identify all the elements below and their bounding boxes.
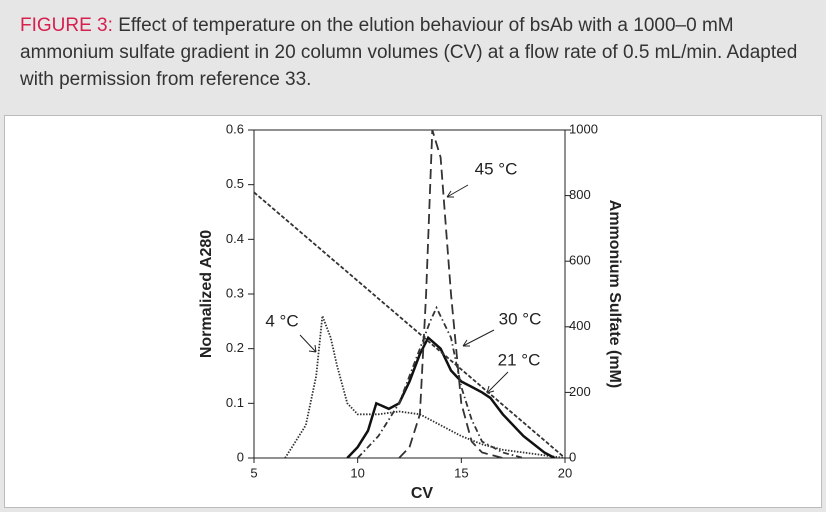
annotation: 30 °C — [499, 309, 542, 328]
y2-tick-label: 200 — [569, 384, 591, 399]
y-tick-label: 0.5 — [226, 176, 244, 191]
arrow — [462, 329, 495, 347]
y-tick-label: 0.2 — [226, 340, 244, 355]
y2-tick-label: 800 — [569, 187, 591, 202]
annotation: 4 °C — [265, 311, 298, 330]
plot-frame — [253, 129, 566, 459]
series-line — [357, 305, 524, 458]
x-tick-label: 15 — [454, 465, 468, 480]
annotation: 21 °C — [498, 350, 541, 369]
y-tick-label: 0.4 — [226, 231, 244, 246]
x-tick-label: 5 — [250, 465, 257, 480]
y-axis-label: Normalized A280 — [198, 230, 215, 358]
series-line — [284, 315, 565, 458]
annotation: 45 °C — [475, 159, 518, 178]
chart-panel — [4, 115, 822, 508]
series-line — [254, 191, 565, 458]
series-line — [346, 335, 556, 458]
y2-tick-label: 0 — [569, 449, 576, 464]
arrow — [299, 334, 317, 353]
y2-tick-label: 600 — [569, 253, 591, 268]
series-line — [398, 130, 504, 458]
y-tick-label: 0 — [237, 449, 244, 464]
arrow — [446, 184, 469, 198]
arrow — [486, 371, 509, 394]
x-axis-label: CV — [411, 485, 434, 502]
figure-label: FIGURE 3: — [20, 15, 113, 36]
y2-tick-label: 1000 — [569, 121, 598, 136]
y-tick-label: 0.1 — [226, 395, 244, 410]
x-tick-label: 20 — [558, 465, 572, 480]
y-tick-label: 0.6 — [226, 121, 244, 136]
y2-tick-label: 400 — [569, 318, 591, 333]
y2-axis-label: Ammonium Sulfate (mM) — [606, 200, 623, 388]
y-tick-label: 0.3 — [226, 285, 244, 300]
x-tick-label: 10 — [350, 465, 364, 480]
caption-text: Effect of temperature on the elution beh… — [20, 15, 798, 90]
caption: FIGURE 3: Effect of temperature on the e… — [0, 0, 826, 113]
